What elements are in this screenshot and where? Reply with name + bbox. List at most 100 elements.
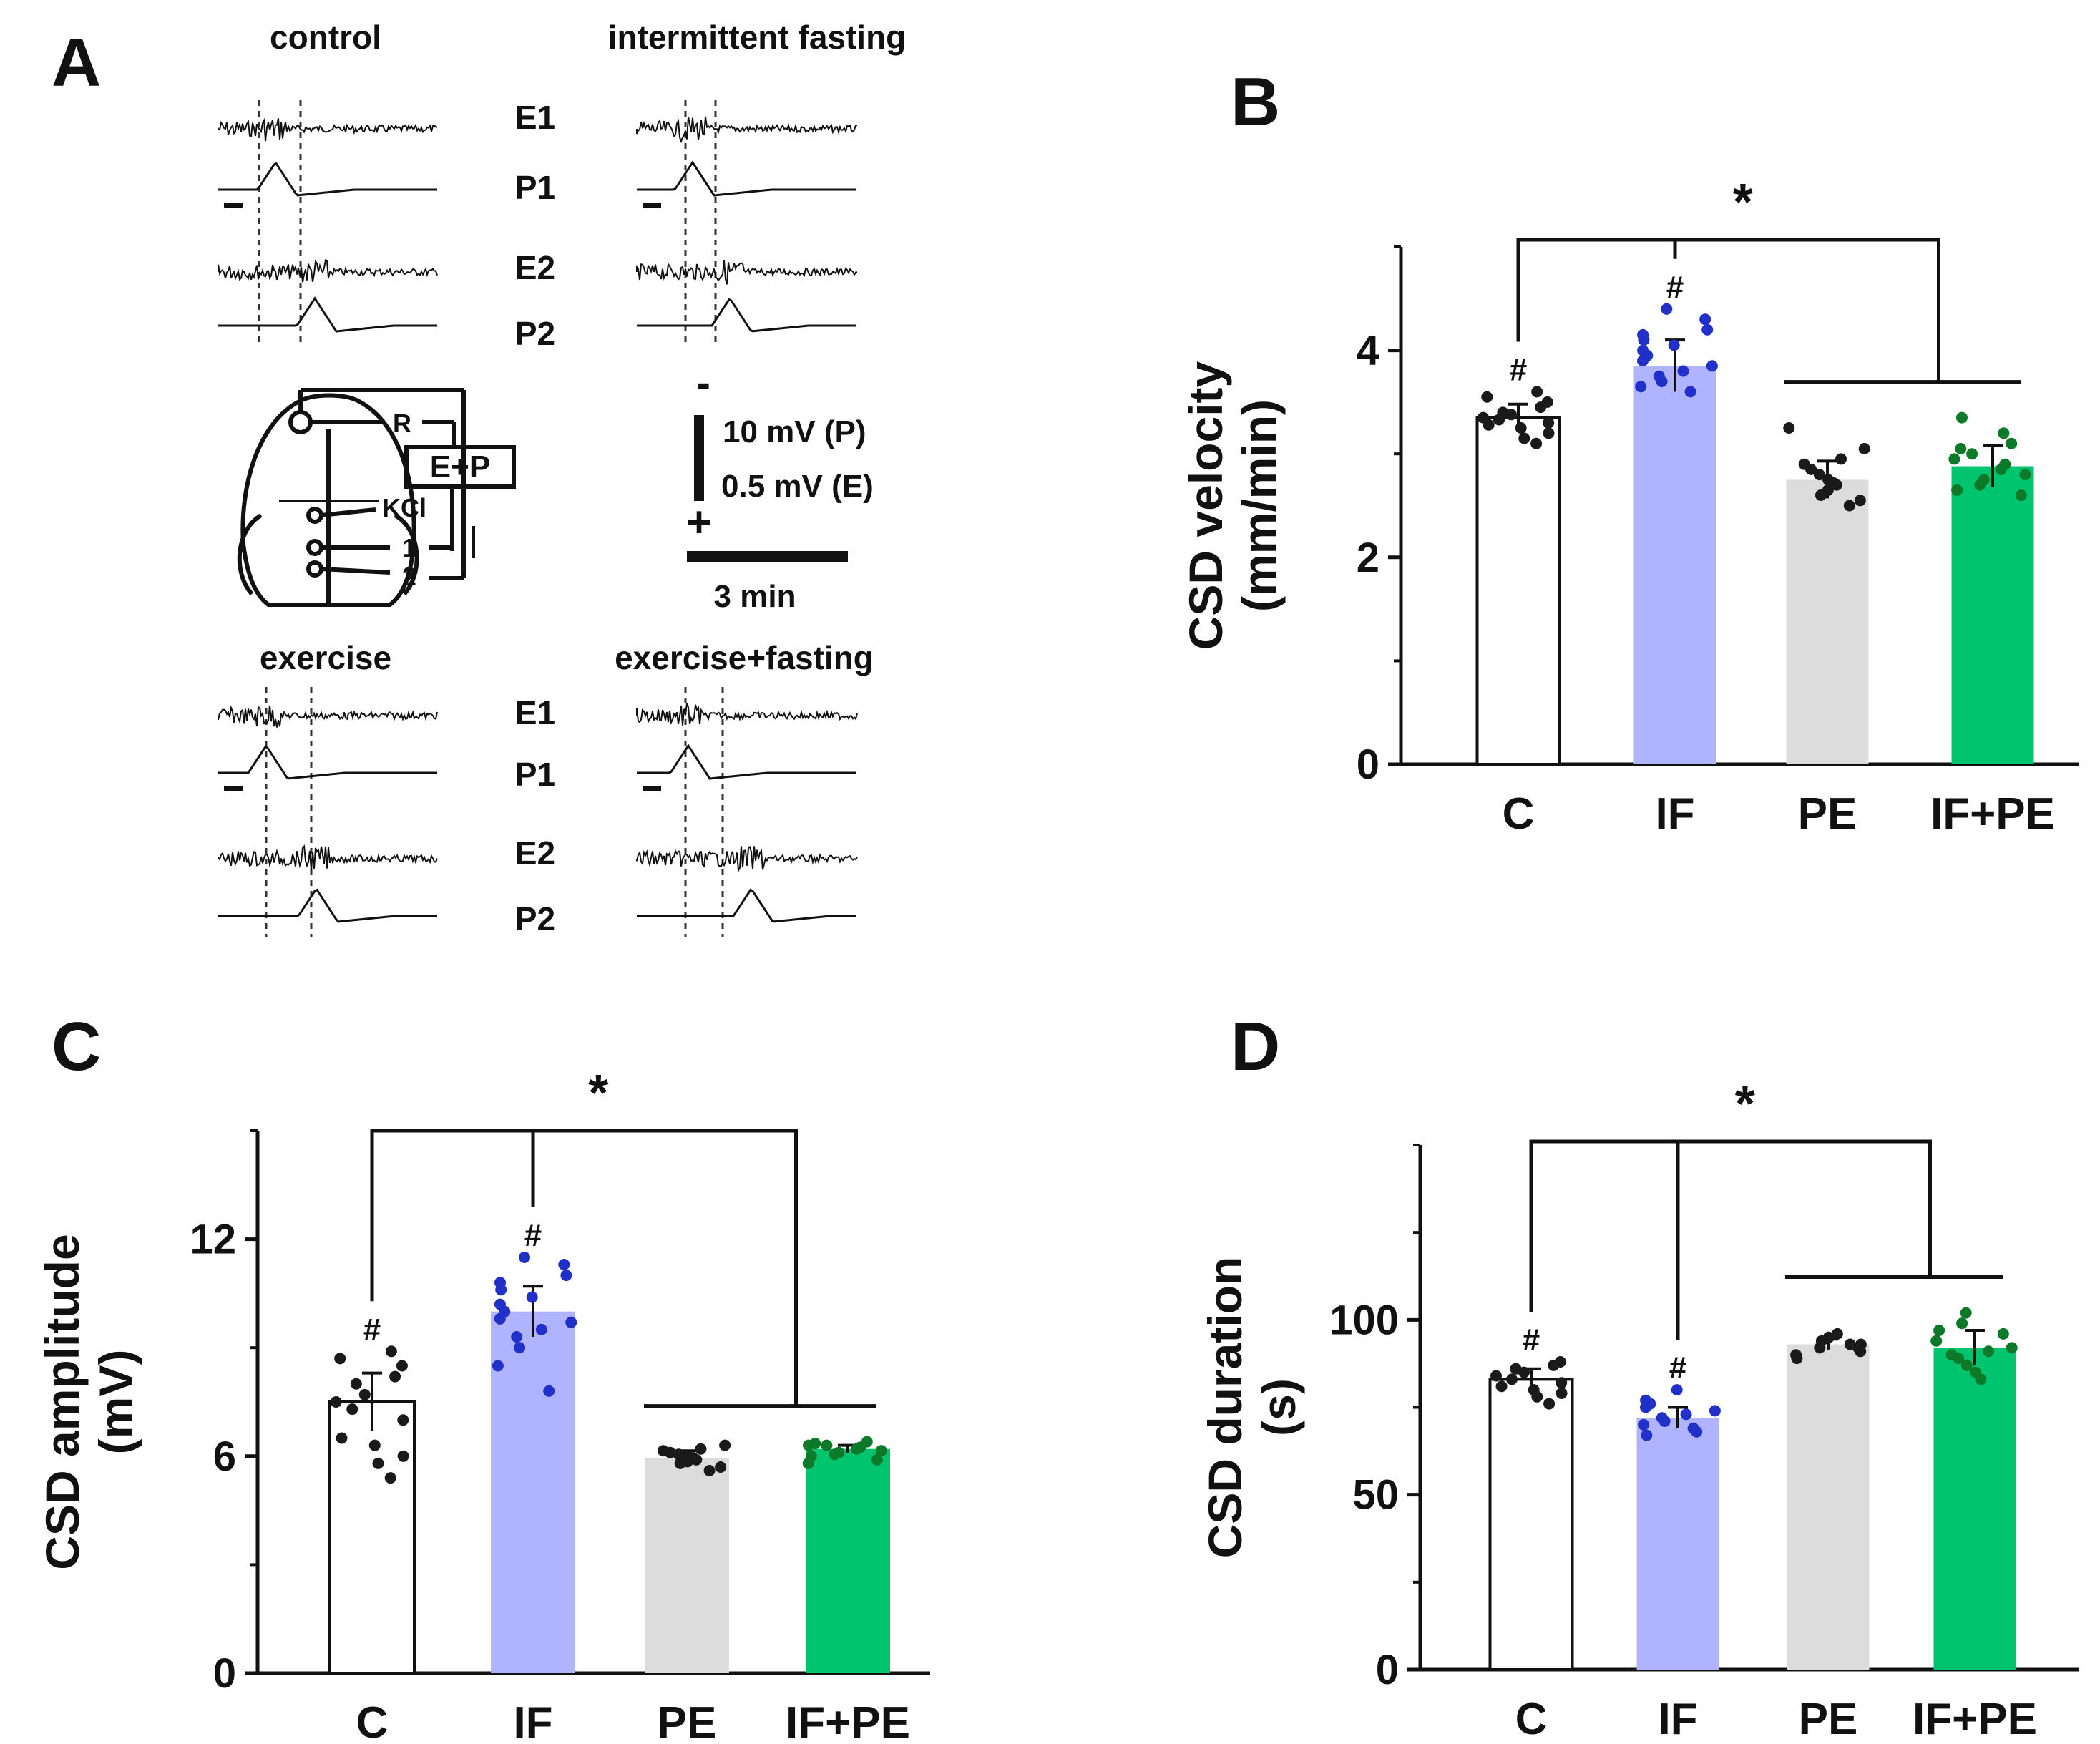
data-point: [346, 1403, 358, 1416]
electrode-diagram: [237, 388, 516, 607]
chart-csd-velocity: 0 2 4 CSD velocity (mm/min) # C # IF PE IF+PE *: [1179, 174, 2079, 839]
data-point: [703, 1465, 716, 1476]
scale-plus: +: [686, 498, 711, 546]
data-point: [1960, 1307, 1972, 1319]
skull-right-arc: [394, 513, 419, 596]
diagram-label-ep: E+P: [430, 449, 490, 484]
bar-if-plus-pe: [806, 1448, 890, 1673]
category-label: PE: [1799, 1695, 1858, 1744]
diagram-label-kcl: KCl: [382, 493, 426, 522]
data-point: [657, 1445, 669, 1457]
category-label: IF: [513, 1698, 552, 1744]
y-axis-units: (s): [1252, 1378, 1305, 1436]
data-point: [1481, 391, 1493, 403]
stimulus-marker: [224, 203, 243, 208]
data-point: [1515, 422, 1527, 434]
data-point: [805, 1450, 817, 1462]
data-point: [1706, 360, 1718, 372]
data-point: [833, 1446, 845, 1458]
stimulus-marker: [643, 203, 661, 208]
reference-electrode: [288, 410, 313, 434]
data-point: [358, 1388, 371, 1400]
bar-if: [1636, 1418, 1719, 1670]
data-point: [1854, 495, 1866, 507]
data-point: [2015, 489, 2027, 501]
category-label: PE: [1798, 789, 1857, 839]
data-point: [1556, 1388, 1568, 1399]
data-point: [1699, 313, 1711, 326]
recording-traces: [218, 100, 858, 937]
kcl-line: [321, 507, 376, 517]
data-point: [1858, 443, 1870, 454]
data-point: [558, 1259, 570, 1270]
data-point: [1948, 453, 1960, 465]
data-point: [1506, 1373, 1518, 1385]
data-point: [871, 1453, 883, 1466]
data-point: [1653, 370, 1665, 382]
data-point: [1543, 427, 1555, 439]
significance-hash: #: [1510, 352, 1527, 387]
data-point: [372, 1457, 384, 1469]
data-point: [1554, 1356, 1566, 1368]
ecog-trace: [218, 705, 438, 728]
data-point: [1556, 1377, 1568, 1389]
data-point: [535, 1323, 547, 1335]
data-point: [565, 1316, 577, 1328]
data-point: [1951, 484, 1963, 496]
significance-bracket: [1516, 238, 1940, 382]
data-point: [1490, 1370, 1502, 1382]
diagram-label-r: R: [393, 409, 411, 438]
category-label: IF+PE: [786, 1698, 910, 1744]
data-point: [1656, 1412, 1668, 1424]
data-point: [821, 1439, 833, 1451]
category-label: C: [1515, 1695, 1548, 1744]
data-point: [1680, 1408, 1692, 1421]
data-point: [511, 1331, 523, 1343]
data-point: [389, 1370, 401, 1383]
bar-pe: [1787, 1344, 1870, 1670]
ecog-trace: [636, 260, 858, 285]
category-label: IF: [1658, 1695, 1697, 1744]
data-point: [1701, 323, 1714, 336]
time-scale-bar: [687, 551, 848, 562]
significance-star: *: [1733, 174, 1753, 231]
scale-time: 3 min: [714, 579, 796, 614]
condition-title-exercise: exercise: [260, 639, 391, 676]
data-point: [1637, 328, 1649, 341]
electrode-1-site: [306, 539, 323, 556]
y-axis-title: CSD velocity: [1179, 361, 1232, 650]
scale-minus: -: [696, 359, 710, 406]
trace-label-p2: P2: [515, 315, 555, 352]
data-point: [514, 1342, 525, 1354]
data-point: [1640, 1394, 1652, 1406]
data-point: [1966, 448, 1978, 460]
bar-if: [491, 1311, 575, 1673]
chart-csd-amplitude: 0 6 12 CSD amplitude (mV) # C # IF PE IF+PE *: [36, 1065, 930, 1744]
data-point: [1956, 411, 1968, 424]
ecog-trace: [218, 844, 438, 871]
data-point: [2006, 437, 2018, 449]
data-point: [1684, 386, 1696, 398]
y-axis-title: CSD duration: [1198, 1257, 1251, 1559]
data-point: [1998, 427, 2010, 439]
data-point: [1528, 1384, 1540, 1396]
bar-c: [1488, 1378, 1574, 1671]
y-tick-label: 100: [1329, 1297, 1399, 1343]
significance-hash: #: [524, 1218, 542, 1253]
bar-if-plus-pe: [1933, 1348, 2016, 1670]
panel-b-letter: B: [1231, 64, 1280, 140]
y-tick-label: 0: [1357, 741, 1379, 788]
trace-label-e1: E1: [515, 694, 555, 731]
trace-label-e2: E2: [515, 834, 555, 872]
data-point: [397, 1450, 409, 1462]
category-label: IF+PE: [1930, 789, 2055, 839]
diagram-label-2: 2: [402, 562, 416, 591]
skull-left-arc: [237, 513, 263, 596]
data-point: [1530, 437, 1543, 449]
data-point: [494, 1277, 506, 1289]
data-point: [1543, 1398, 1556, 1410]
dc-potential-trace: [218, 888, 437, 923]
panel-d-letter: D: [1231, 1008, 1280, 1085]
data-point: [1843, 500, 1855, 512]
